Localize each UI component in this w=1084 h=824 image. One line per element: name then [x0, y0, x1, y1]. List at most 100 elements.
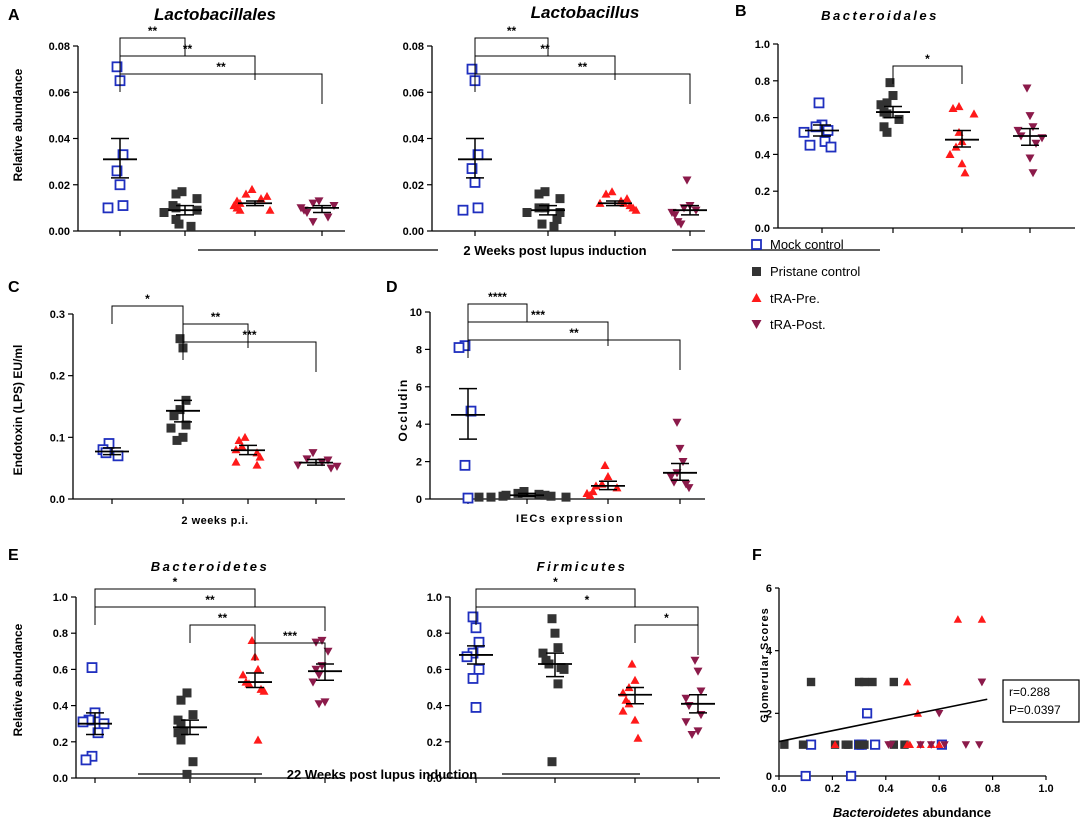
significance-label: *	[173, 575, 178, 589]
significance-bracket	[467, 321, 609, 346]
legend-label-tra-pre: tRA-Pre.	[770, 291, 820, 306]
significance-bracket	[119, 37, 186, 56]
legend-marker-tra-post	[751, 320, 762, 329]
x-axis-label-f-rest: abundance	[919, 805, 991, 820]
significance-bracket	[111, 305, 184, 324]
significance-label: **	[183, 42, 193, 56]
data-point	[231, 457, 241, 466]
data-point	[255, 452, 265, 461]
data-point	[603, 472, 613, 481]
data-point	[555, 208, 565, 217]
data-point	[473, 636, 485, 648]
x-tick-label: 0.0	[771, 783, 786, 795]
data-point	[111, 61, 123, 73]
data-point	[308, 199, 318, 208]
data-point	[675, 444, 685, 454]
data-point	[182, 688, 192, 698]
data-point	[860, 740, 869, 749]
data-point	[894, 114, 904, 124]
data-point	[804, 139, 816, 151]
data-point	[175, 405, 185, 415]
data-point	[670, 211, 680, 220]
data-point	[1025, 112, 1035, 121]
data-point	[684, 484, 694, 493]
y-axis-label-d: Occludin	[396, 378, 410, 441]
data-point	[633, 733, 643, 742]
data-point	[690, 656, 700, 665]
y-tick-label: 0	[416, 494, 422, 506]
data-point	[800, 770, 811, 782]
y-tick-label: 0.06	[49, 87, 70, 99]
data-point	[326, 464, 336, 473]
legend-marker-tra-pre	[751, 293, 762, 302]
data-point	[630, 675, 640, 684]
data-point	[540, 490, 550, 500]
significance-bracket	[634, 624, 699, 655]
significance-bracket	[189, 624, 256, 655]
data-point	[813, 97, 825, 109]
significance-label: *	[925, 52, 930, 66]
data-point	[308, 218, 318, 227]
x-tick-label: 0.2	[825, 783, 840, 795]
data-point	[459, 459, 471, 471]
data-point	[830, 740, 840, 749]
x-tick-label: 0.8	[985, 783, 1000, 795]
data-point	[522, 208, 532, 217]
y-tick-label: 1.0	[53, 592, 68, 604]
data-point	[247, 635, 257, 645]
significance-label: **	[218, 611, 228, 625]
data-point	[1028, 123, 1038, 132]
panel-label-e: E	[8, 547, 19, 564]
y-tick-label: 0.0	[755, 223, 770, 235]
chart-title-bacteroidales: Bacteroidales	[821, 8, 939, 23]
data-point	[247, 184, 257, 193]
panel-label-d: D	[386, 279, 398, 296]
data-point	[953, 615, 963, 623]
caption-bg-22wk	[262, 764, 502, 784]
data-point	[630, 715, 640, 724]
data-point	[798, 740, 808, 749]
significance-bracket	[254, 642, 326, 679]
data-point	[457, 204, 469, 216]
data-point	[171, 189, 181, 199]
y-tick-label: 1.0	[427, 592, 442, 604]
data-point	[960, 168, 970, 177]
data-point	[244, 679, 254, 688]
y-tick-label: 0.2	[755, 186, 770, 198]
data-point	[253, 664, 263, 673]
data-point	[302, 208, 312, 217]
data-point	[961, 741, 971, 749]
y-tick-label: 0.8	[53, 628, 68, 640]
data-point	[798, 126, 810, 138]
legend-label-pristane: Pristane control	[770, 264, 860, 279]
data-point	[173, 728, 183, 738]
data-point	[259, 686, 269, 695]
data-point	[461, 651, 473, 663]
significance-bracket	[892, 65, 963, 84]
data-point	[676, 220, 686, 229]
y-tick-label: 0.02	[403, 180, 424, 192]
data-point	[241, 189, 251, 198]
data-point	[561, 492, 571, 502]
data-point	[935, 709, 944, 718]
data-point	[1028, 169, 1038, 178]
significance-label: ***	[242, 328, 256, 342]
data-point	[693, 727, 703, 736]
data-point	[253, 735, 263, 744]
caption-22-weeks: 22 Weeks post lupus induction	[287, 767, 478, 782]
data-point	[473, 664, 485, 675]
significance-label: ****	[488, 290, 507, 304]
y-tick-label: 0.00	[403, 226, 424, 238]
data-point	[314, 700, 324, 709]
data-point	[885, 78, 895, 88]
significance-bracket	[467, 303, 528, 322]
data-point	[882, 109, 892, 119]
y-tick-label: 0.06	[403, 87, 424, 99]
data-point	[176, 695, 186, 705]
y-tick-label: 0.3	[50, 309, 65, 321]
data-point	[546, 491, 556, 501]
data-point	[314, 671, 324, 680]
caption-2-weeks: 2 Weeks post lupus induction	[463, 243, 646, 258]
y-tick-label: 2	[416, 457, 422, 469]
data-point	[805, 739, 817, 750]
